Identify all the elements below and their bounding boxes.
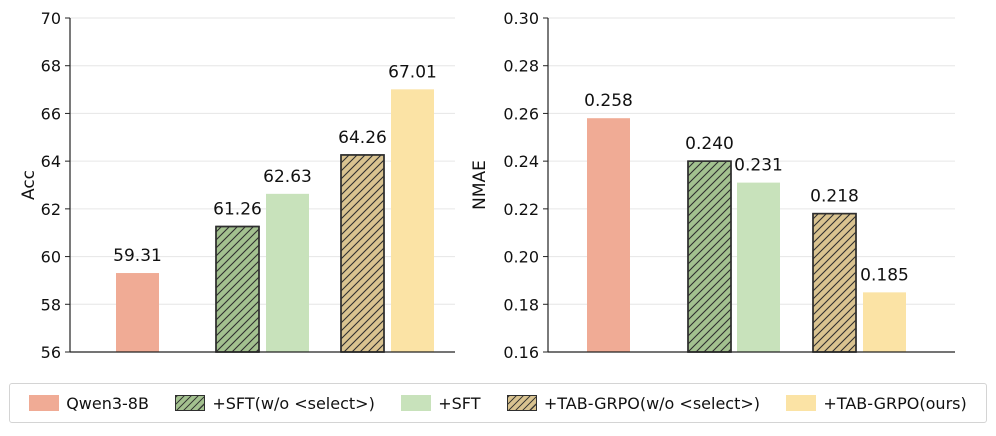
y-tick-label: 56 [41,343,61,362]
legend-item-sft-without-select: +SFT(w/o <select>) [175,393,375,413]
legend-label: +SFT(w/o <select>) [212,393,375,413]
bar-hatch-sft-w-o-select [215,225,260,353]
legend: Qwen3-8B +SFT(w/o <select>) +SFT +TAB-GR… [9,383,987,423]
data-label: 0.258 [584,91,633,111]
legend-label: +SFT [438,393,481,413]
y-tick-label: 0.28 [503,57,539,76]
y-axis-label: Acc [19,170,39,200]
y-tick-label: 68 [41,57,61,76]
y-tick-label: 70 [41,9,61,28]
bar-tab-grpo-ours [863,292,906,352]
data-label: 62.63 [263,167,312,187]
bar-hatch-tab-grpo-w-o-select [812,212,857,353]
bar-sft [737,182,780,352]
y-tick-label: 0.24 [503,152,539,171]
bar-hatch-sft-w-o-select [687,160,732,353]
y-tick-label: 0.30 [503,9,539,28]
bar-tab-grpo-ours [391,89,434,352]
bar-hatch-tab-grpo-w-o-select [340,154,385,353]
data-label: 0.240 [685,134,734,154]
y-tick-label: 66 [41,104,61,123]
legend-item-sft: +SFT [401,394,480,413]
legend-item-tab-grpo-without-select: +TAB-GRPO(w/o <select>) [506,393,761,413]
data-label: 64.26 [338,128,387,148]
data-label: 59.31 [113,246,162,266]
legend-swatch [401,395,432,411]
legend-swatch [175,395,206,411]
data-label: 61.26 [213,200,262,220]
bar-qwen3-8b [587,118,630,352]
y-tick-label: 0.18 [503,295,539,314]
legend-swatch [786,395,817,411]
y-tick-label: 0.22 [503,200,539,219]
bar-qwen3-8b [116,273,159,352]
legend-item-tab-grpo-ours: +TAB-GRPO(ours) [786,393,967,413]
y-tick-label: 0.20 [503,248,539,267]
legend-item-qwen3-8b: Qwen3-8B [29,394,149,413]
y-tick-label: 0.16 [503,343,539,362]
nmae-chart: 0.16 0.18 0.20 0.22 0.24 0.26 0.28 0.30 0.258 0.2… [470,9,955,362]
legend-label: +TAB-GRPO(w/o <select>) [543,393,761,413]
y-tick-label: 60 [41,248,61,267]
y-tick-label: 58 [41,295,61,314]
bar-sft [266,193,309,352]
y-axis-label: NMAE [470,160,490,210]
data-label: 0.185 [860,265,909,285]
y-tick-label: 62 [41,200,61,219]
data-label: 67.01 [388,62,437,82]
legend-swatch [506,395,537,411]
legend-label: Qwen3-8B [66,393,149,413]
data-label: 0.231 [734,156,783,176]
data-label: 0.218 [810,187,859,207]
legend-swatch [29,395,60,411]
y-tick-label: 0.26 [503,104,539,123]
y-tick-label: 64 [41,152,61,171]
legend-label: +TAB-GRPO(ours) [823,393,967,413]
